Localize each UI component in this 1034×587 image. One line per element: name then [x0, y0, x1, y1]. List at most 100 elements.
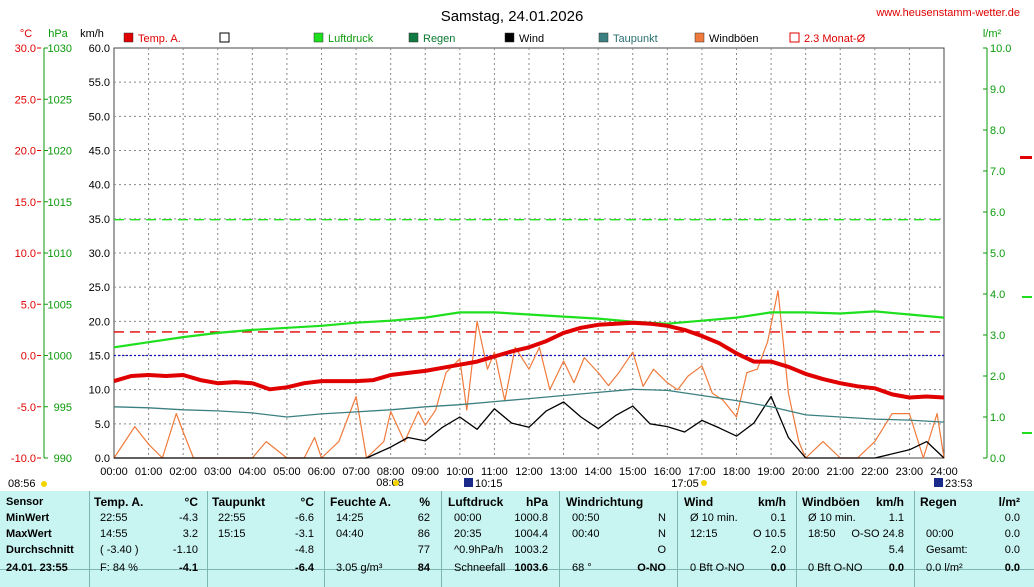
pressure-tick-label: 1010: [48, 248, 72, 260]
wind-tick-label: 25.0: [89, 282, 110, 294]
wind-tick-label: 60.0: [89, 43, 110, 55]
time-tick-label: 05:00: [273, 466, 301, 478]
time-tick-label: 19:00: [757, 466, 785, 478]
rain-tick-label: 2.0: [990, 371, 1005, 383]
dawn-time: 08:56: [8, 478, 36, 490]
stats-value-wdir: O-NO: [637, 562, 666, 574]
pressure-tick-label: 1025: [48, 94, 72, 106]
temp-tick-label: 25.0: [15, 94, 36, 106]
time-tick-label: 17:00: [688, 466, 716, 478]
rain-tick-label: 6.0: [990, 207, 1005, 219]
moonrise-icon: [464, 478, 473, 487]
legend-label: Windböen: [709, 33, 759, 45]
wind-unit-label: km/h: [80, 28, 104, 40]
rain-tick-label: 10.0: [990, 43, 1011, 55]
stats-value-dew: -4.8: [295, 544, 314, 556]
time-tick-label: 09:00: [411, 466, 439, 478]
stats-time-press: 20:35: [454, 528, 482, 540]
pressure-tick-label: 1000: [48, 351, 72, 363]
time-tick-label: 16:00: [654, 466, 682, 478]
statistics-panel: Sensor MinWert MaxWert Durchschnitt 24.0…: [0, 491, 1034, 587]
time-tick-label: 20:00: [792, 466, 820, 478]
label-minwert: MinWert: [6, 512, 50, 524]
series-line-luftdruck: [113, 310, 945, 349]
stats-header-gust: Windböen: [802, 495, 860, 509]
time-tick-label: 22:00: [861, 466, 889, 478]
wind-tick-label: 30.0: [89, 248, 110, 260]
rain-tick-label: 3.0: [990, 330, 1005, 342]
stats-time-press: ^0.9hPa/h: [454, 544, 504, 556]
pressure-tick-label: 1005: [48, 299, 72, 311]
stats-col-winddir: Windrichtung 00:50 N 00:40 N O 68 ° O-NO: [566, 491, 670, 587]
label-sensor: Sensor: [6, 496, 44, 508]
website-link[interactable]: www.heusenstamm-wetter.de: [875, 7, 1020, 19]
time-tick-label: 02:00: [169, 466, 197, 478]
pressure-tick-label: 1020: [48, 146, 72, 158]
legend-label: Wind: [519, 33, 544, 45]
stats-time-hum: 14:25: [336, 512, 364, 524]
stats-time-rain: Gesamt:: [926, 544, 968, 556]
stats-unit-rain: l/m²: [998, 495, 1020, 509]
series-line-wind: [114, 395, 945, 459]
stats-time-hum: 04:40: [336, 528, 364, 540]
stats-value-hum: 77: [417, 544, 430, 556]
stats-value-hum: 86: [417, 528, 430, 540]
stats-value-hum: 84: [417, 562, 430, 574]
series-line-taupunkt: [113, 388, 945, 423]
stats-value-rain: 0.0: [1004, 528, 1020, 540]
time-tick-label: 00:00: [100, 466, 128, 478]
stats-header-press: Luftdruck: [448, 495, 504, 509]
legend-swatch: [598, 32, 609, 43]
time-tick-label: 24:00: [930, 466, 958, 478]
stats-value-press: 1003.6: [514, 562, 548, 574]
stats-value-wind: O 10.5: [752, 528, 786, 540]
legend-swatch: [504, 32, 515, 43]
chart-title: Samstag, 24.01.2026: [441, 8, 584, 25]
pressure-unit-label: hPa: [48, 28, 68, 40]
col-sep: [207, 491, 208, 587]
stats-header-dew: Taupunkt: [212, 495, 266, 509]
wind-tick-label: 55.0: [89, 77, 110, 89]
legend-label: Regen: [423, 33, 455, 45]
legend: Temp. A. Luftdruck Regen Wind Taupunkt Windbö…: [123, 32, 866, 45]
stats-time-hum: 3.05 g/m³: [336, 562, 383, 574]
pressure-tick-label: 1015: [48, 197, 72, 209]
stats-time-temp: ( -3.40 ): [100, 544, 139, 556]
weather-chart: 30.0 25.0 20.0 15.0 10.0 5.0 0.0 -5.0 -10.0 1030 1…: [8, 7, 1032, 490]
moonrise-time: 10:15: [475, 478, 503, 490]
sunrise-icon: [393, 480, 399, 486]
rain-tick-label: 1.0: [990, 412, 1005, 424]
sunset-time: 17:05: [671, 478, 699, 490]
stats-unit-dew: °C: [300, 495, 314, 509]
wind-tick-label: 40.0: [89, 180, 110, 192]
stats-value-dew: -3.1: [295, 528, 314, 540]
temp-tick-label: 15.0: [15, 197, 36, 209]
pressure-tick-label: 990: [54, 453, 72, 465]
label-maxwert: MaxWert: [6, 528, 52, 540]
col-sep: [796, 491, 797, 587]
stats-value-press: 1004.4: [514, 528, 548, 540]
stats-header-rain: Regen: [920, 495, 957, 509]
time-tick-label: 04:00: [239, 466, 267, 478]
time-tick-label: 14:00: [584, 466, 612, 478]
temp-tick-label: 5.0: [21, 299, 36, 311]
rain-tick-label: 8.0: [990, 125, 1005, 137]
temp-unit-label: °C: [20, 28, 32, 40]
stats-value-temp: 3.2: [182, 528, 198, 540]
time-tick-label: 08:00: [377, 466, 405, 478]
wind-tick-label: 5.0: [95, 419, 110, 431]
stats-value-temp: -4.3: [179, 512, 198, 524]
stats-time-wind: 0 Bft O-NO: [690, 562, 745, 574]
stats-value-temp: -1.10: [172, 544, 198, 556]
col-sep: [559, 491, 560, 587]
pressure-current-marker: [1022, 296, 1032, 298]
stats-value-dew: -6.6: [295, 512, 314, 524]
stats-time-wdir: 00:50: [572, 512, 600, 524]
stats-time-press: Schneefall: [454, 562, 506, 574]
stats-time-dew: 22:55: [218, 512, 246, 524]
stats-value-hum: 62: [417, 512, 430, 524]
series-layer: [113, 290, 945, 459]
time-tick-label: 12:00: [515, 466, 543, 478]
stats-unit-temp: °C: [184, 495, 198, 509]
stats-unit-gust: km/h: [875, 495, 904, 509]
